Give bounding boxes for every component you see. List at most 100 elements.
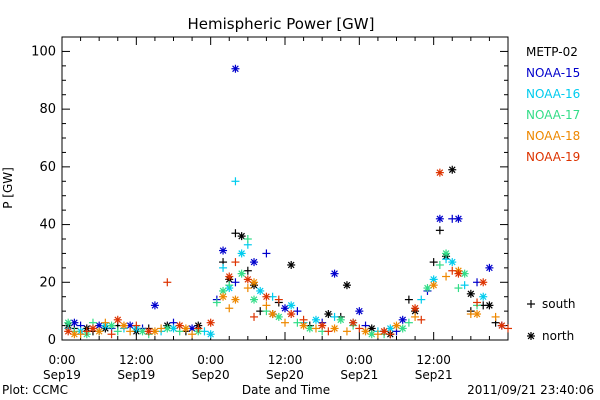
north-point-asterisk: [336, 315, 345, 324]
south-point-plus: [386, 330, 395, 339]
x-tick-date-label: Sep21: [340, 368, 378, 382]
south-point-plus: [243, 266, 252, 275]
north-point-asterisk: [311, 315, 320, 324]
y-axis-ticks: 0 20 40 60 80 100: [31, 44, 508, 348]
y-tick-label: 20: [39, 275, 56, 290]
south-point-plus: [262, 301, 271, 310]
north-point-asterisk: [448, 258, 457, 267]
north-point-asterisk: [466, 289, 475, 298]
north-point-asterisk: [150, 301, 159, 310]
north-point-asterisk: [250, 258, 259, 267]
north-point-asterisk: [219, 292, 228, 301]
north-point-asterisk: [256, 286, 265, 295]
south-point-plus: [429, 258, 438, 267]
south-point-plus: [373, 330, 382, 339]
x-tick-time-label: 0:00: [346, 353, 373, 367]
legend-entry: NOAA-17: [526, 108, 580, 122]
x-tick-date-label: Sep20: [266, 368, 304, 382]
south-point-plus: [281, 318, 289, 327]
south-point-plus: [504, 324, 512, 333]
north-point-asterisk: [324, 310, 333, 319]
north-point-asterisk: [473, 310, 482, 319]
north-point-asterisk: [237, 232, 246, 241]
y-tick-label: 40: [39, 218, 56, 233]
marker-legend: south north: [527, 297, 576, 343]
north-point-asterisk: [169, 324, 178, 333]
north-point-asterisk: [150, 327, 159, 336]
x-tick-date-label: Sep21: [415, 368, 453, 382]
north-point-asterisk: [342, 281, 351, 290]
south-point-plus: [107, 330, 116, 339]
south-point-plus: [435, 226, 444, 235]
marker-legend-label: north: [542, 329, 574, 343]
marker-legend-label: south: [542, 297, 576, 311]
south-point-plus: [299, 315, 308, 324]
south-point-plus: [330, 312, 339, 321]
south-point-plus: [194, 324, 203, 333]
north-point-asterisk: [237, 249, 246, 258]
north-point-asterisk: [95, 327, 104, 336]
data-points: [64, 64, 512, 339]
north-point-asterisk: [287, 310, 296, 319]
north-point-asterisk: [485, 301, 494, 310]
x-tick-time-label: 12:00: [416, 353, 451, 367]
north-point-asterisk: [330, 269, 339, 278]
north-point-asterisk: [392, 321, 401, 330]
north-point-asterisk: [250, 278, 259, 287]
north-point-asterisk: [485, 263, 494, 272]
north-point-asterisk: [119, 321, 128, 330]
north-point-asterisk: [206, 318, 215, 327]
north-point-asterisk: [113, 315, 122, 324]
south-point-plus: [225, 304, 234, 313]
north-point-asterisk: [287, 301, 296, 310]
north-point-asterisk: [231, 64, 240, 73]
series-legend: METP-02 NOAA-15 NOAA-16 NOAA-17 NOAA-18 NOAA-…: [526, 45, 580, 164]
plot-credit: Plot: CCMC: [2, 383, 68, 397]
north-point-asterisk: [398, 324, 407, 333]
x-tick-date-label: Sep19: [117, 368, 155, 382]
legend-entry: NOAA-16: [526, 87, 580, 101]
north-point-asterisk: [206, 330, 215, 339]
south-point-plus: [231, 258, 240, 267]
y-tick-label: 60: [39, 160, 56, 175]
south-point-plus: [355, 324, 364, 333]
y-tick-label: 80: [39, 102, 56, 117]
x-tick-time-label: 0:00: [49, 353, 76, 367]
north-point-asterisk: [355, 307, 364, 316]
south-point-plus: [448, 266, 457, 275]
series-noaa-19: [64, 168, 512, 339]
south-point-plus: [243, 284, 252, 293]
x-tick-date-label: Sep19: [43, 368, 81, 382]
south-point-plus: [435, 260, 444, 269]
north-point-asterisk: [330, 324, 339, 333]
y-axis-label: P [GW]: [1, 167, 15, 209]
x-tick-time-label: 12:00: [268, 353, 303, 367]
south-point-plus: [311, 324, 320, 333]
timestamp: 2011/09/21 23:40:06: [467, 383, 594, 397]
north-point-asterisk: [181, 324, 190, 333]
north-point-asterisk: [163, 324, 172, 333]
south-point-plus: [404, 318, 413, 327]
north-point-asterisk: [231, 295, 240, 304]
north-point-asterisk: [107, 321, 116, 330]
north-point-asterisk: [88, 324, 97, 333]
south-point-plus: [454, 284, 463, 293]
legend-entry: NOAA-15: [526, 66, 580, 80]
south-point-plus: [473, 298, 482, 307]
legend-entry: METP-02: [526, 45, 578, 59]
north-point-asterisk: [411, 304, 420, 313]
north-point-asterisk: [237, 269, 246, 278]
south-point-plus: [342, 327, 351, 336]
plot-frame: [61, 36, 509, 341]
south-point-plus: [404, 295, 413, 304]
north-point-asterisk: [454, 214, 463, 223]
y-tick-label: 100: [31, 44, 56, 59]
chart-title: Hemispheric Power [GW]: [188, 15, 375, 33]
series-noaa-15: [70, 64, 506, 336]
south-point-plus: [274, 295, 283, 304]
north-point-asterisk: [287, 260, 296, 269]
south-point-plus: [188, 330, 197, 339]
north-point-asterisk: [268, 310, 277, 319]
north-point-asterisk: [527, 332, 535, 340]
south-point-plus: [101, 318, 110, 327]
